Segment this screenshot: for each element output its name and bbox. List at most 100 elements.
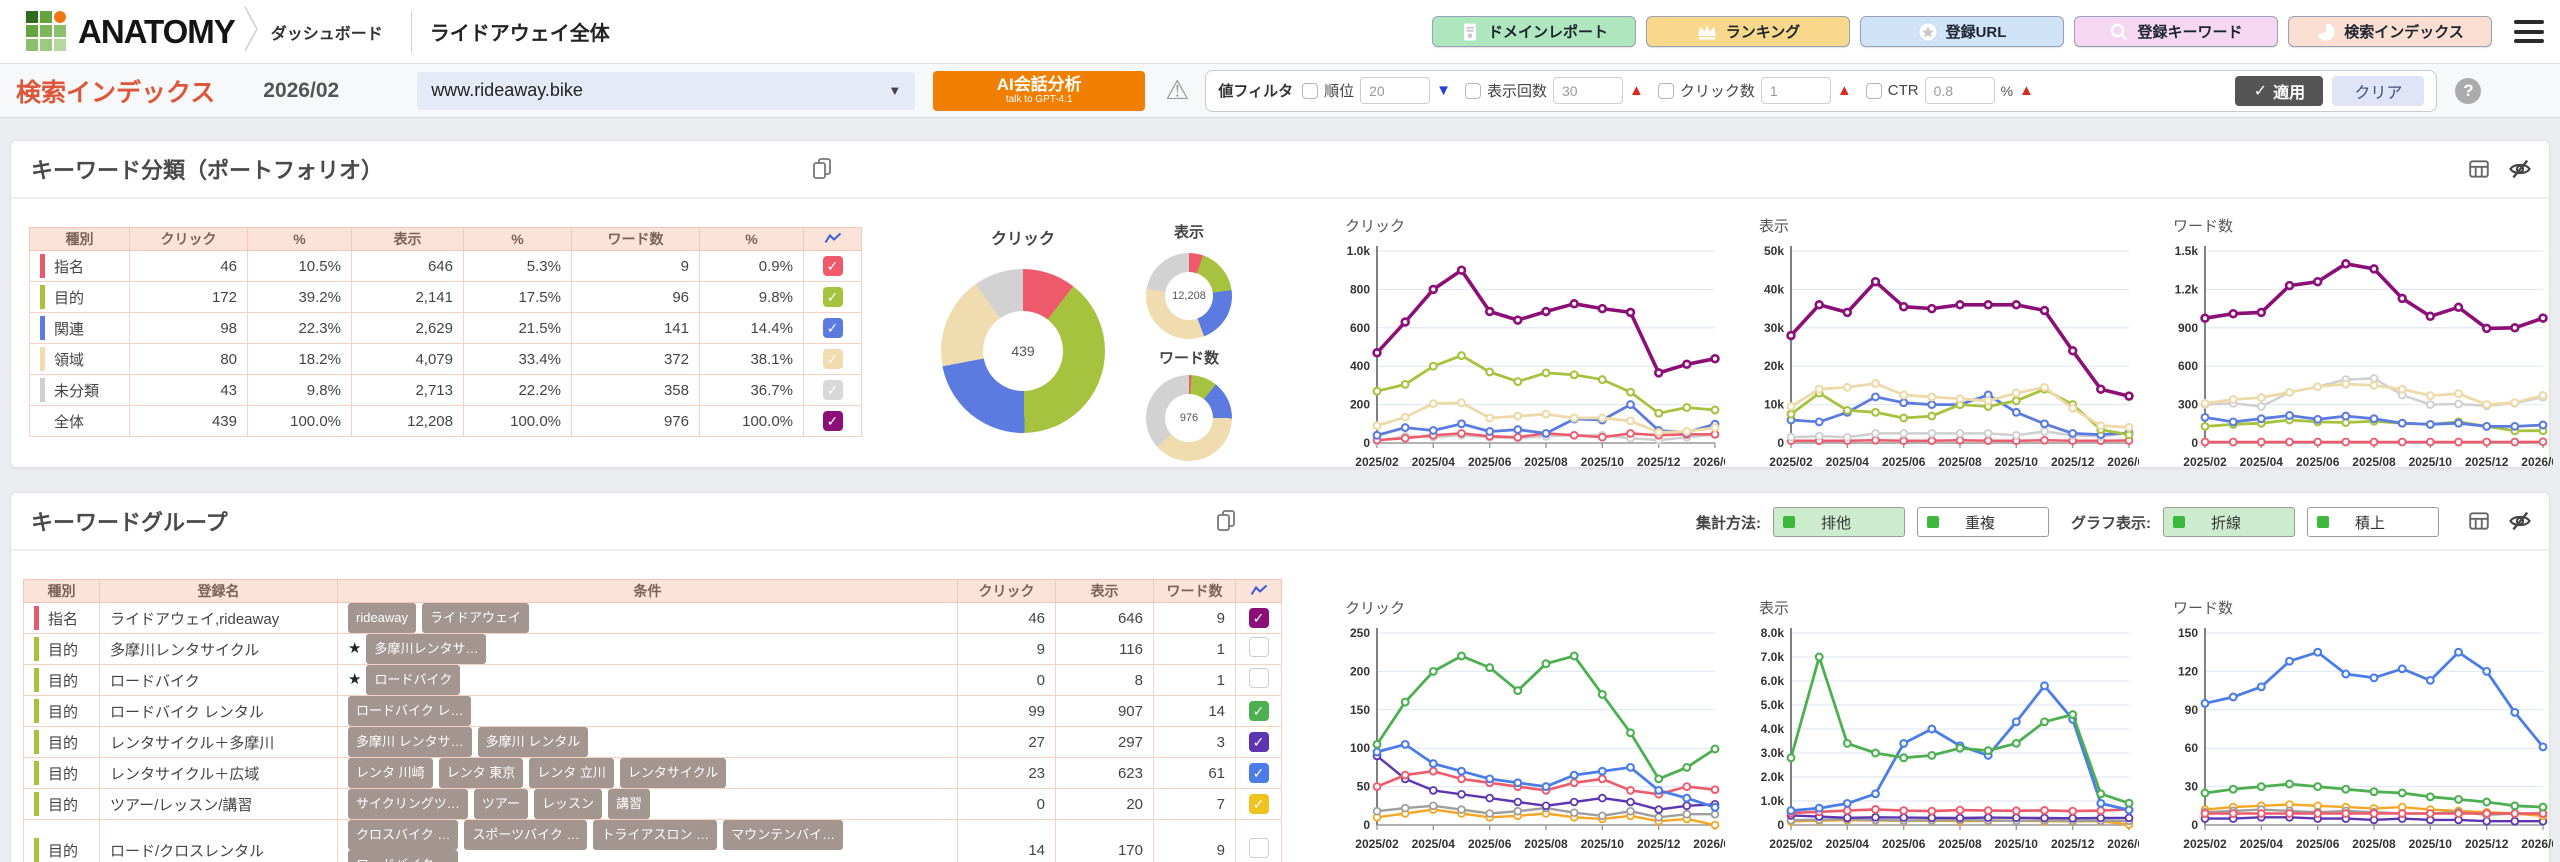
svg-text:2026/02: 2026/02 [1693, 837, 1725, 851]
keyword-group-table: 種別 登録名 条件 クリック 表示 ワード数 指名 ライドアウェイ,rideaway ri… [23, 579, 1282, 862]
apply-button[interactable]: ✓ 適用 [2235, 75, 2324, 106]
clear-button[interactable]: クリア [2332, 75, 2425, 106]
series-checkbox[interactable] [1248, 637, 1269, 657]
eye-off-icon[interactable] [2507, 509, 2533, 538]
svg-text:5.0k: 5.0k [1761, 698, 1785, 712]
graph-option-1[interactable]: 折線 [2163, 507, 2295, 537]
filter-checkbox[interactable] [1657, 82, 1674, 99]
export-table-icon[interactable] [2467, 510, 2491, 537]
series-checkbox[interactable]: ✓ [822, 256, 843, 276]
aggregation-option-2[interactable]: 重複 [1917, 507, 2049, 537]
type-label: 指名 [48, 610, 79, 628]
green-square-icon [2172, 516, 2185, 528]
condition-tag: トライアスロン … [593, 820, 718, 850]
aggregation-option-1[interactable]: 排他 [1773, 507, 1905, 537]
copy-icon[interactable] [1215, 509, 1237, 538]
svg-text:50k: 50k [1764, 244, 1784, 258]
sort-ascending-icon[interactable]: ▲ [1836, 82, 1852, 99]
green-square-icon [1782, 516, 1795, 528]
series-checkbox[interactable]: ✓ [822, 349, 843, 369]
series-checkbox[interactable]: ✓ [1248, 763, 1269, 783]
chart-box-2: 表示 0 10k 20k 30k 40k 50k 2025/02 2025/04 2025/06 2… [1743, 215, 2151, 478]
svg-text:2025/12: 2025/12 [2465, 455, 2509, 469]
portfolio-table: 種別 クリック% 表示% ワード数% 指名 46 10.5% 646 5.3% 9 0.9%… [29, 227, 862, 437]
domain-select[interactable]: www.rideaway.bike ▼ [417, 71, 916, 110]
svg-text:2025/02: 2025/02 [1769, 837, 1813, 851]
nav-button-2[interactable]: ランキング [1646, 16, 1850, 47]
nav-buttons: ドメインレポート ランキング 登録URL 登録キーワード 検索インデックス [1432, 16, 2492, 47]
svg-text:2025/12: 2025/12 [2051, 837, 2095, 851]
unit-label: % [2000, 82, 2014, 99]
type-color-chip [34, 792, 39, 816]
line-chart: 0 1.0k 2.0k 3.0k 4.0k 5.0k 6.0k 7.0k 8.0k 2025/02… [1761, 626, 2151, 851]
export-table-icon[interactable] [2467, 158, 2491, 185]
svg-text:2025/06: 2025/06 [2296, 455, 2340, 469]
table-row: 指名 ライドアウェイ,rideaway rideaway ライドアウェイ 46 6… [23, 602, 1282, 634]
group-name: ロード/クロスレンタル [110, 842, 265, 860]
series-checkbox[interactable]: ✓ [822, 287, 843, 307]
table-row: 目的 ロード/クロスレンタル クロスバイク … スポーツバイク … トライアスロン … [23, 819, 1282, 862]
sort-ascending-icon[interactable]: ▲ [1629, 82, 1644, 99]
series-checkbox[interactable]: ✓ [1248, 794, 1269, 814]
svg-text:150: 150 [1350, 703, 1370, 717]
copy-icon[interactable] [811, 157, 833, 186]
filter-value-input[interactable] [1553, 77, 1623, 104]
section2-header-icons [2467, 509, 2533, 538]
nav-button-1[interactable]: ドメインレポート [1432, 16, 1636, 47]
svg-text:2025/12: 2025/12 [1637, 455, 1681, 469]
eye-off-icon[interactable] [2507, 157, 2533, 186]
filter-checkbox[interactable] [1302, 82, 1319, 99]
nav-button-5[interactable]: 検索インデックス [2288, 16, 2492, 47]
line-chart: 0 50 100 150 200 250 2025/02 2025/04 2025/06 2025… [1350, 626, 1737, 851]
filter-checkbox[interactable] [1464, 82, 1481, 99]
svg-text:2025/02: 2025/02 [1769, 455, 1813, 469]
donut-title: 表示 [1173, 224, 1204, 241]
table-header-row: 種別 クリック% 表示% ワード数% [29, 227, 862, 251]
graph-display-toggle: 折線 積上 [2163, 507, 2439, 537]
svg-text:2025/04: 2025/04 [1412, 837, 1456, 851]
star-icon: ★ [348, 640, 362, 657]
series-checkbox[interactable]: ✓ [822, 380, 843, 400]
help-icon[interactable]: ? [2455, 77, 2482, 104]
svg-text:1.0k: 1.0k [1761, 794, 1785, 808]
svg-text:900: 900 [2178, 321, 2198, 335]
filter-value-input[interactable] [1760, 77, 1831, 104]
condition-tag: レンタ 東京 [438, 758, 524, 788]
graph-display-label: グラフ表示: [2071, 514, 2151, 532]
svg-text:2026/02: 2026/02 [1693, 455, 1725, 469]
ai-analysis-button[interactable]: AI会話分析 talk to GPT-4.1 [933, 70, 1146, 111]
series-checkbox[interactable]: ✓ [822, 318, 843, 338]
filter-value-input[interactable] [1924, 77, 1995, 104]
sort-descending-icon[interactable]: ▼ [1436, 82, 1451, 99]
series-checkbox[interactable]: ✓ [822, 411, 843, 431]
column-header: 表示 [351, 227, 464, 251]
filter-value-input[interactable] [1360, 77, 1431, 104]
breadcrumb-dashboard[interactable]: ダッシュボード [270, 25, 383, 43]
sort-ascending-icon[interactable]: ▲ [2019, 82, 2034, 99]
svg-text:2025/04: 2025/04 [2240, 837, 2284, 851]
group-name: レンタサイクル＋多摩川 [110, 734, 275, 752]
type-color-chip [34, 838, 39, 862]
section1-header: キーワード分類（ポートフォリオ） [11, 141, 2549, 199]
nav-button-4[interactable]: 登録キーワード [2074, 16, 2278, 47]
donut-center-value: 976 [1165, 394, 1213, 442]
svg-text:2026/02: 2026/02 [2521, 455, 2553, 469]
filter-checkbox[interactable] [1865, 82, 1882, 99]
green-square-icon [1926, 516, 1939, 528]
series-checkbox[interactable]: ✓ [1248, 608, 1269, 628]
series-checkbox[interactable] [1248, 668, 1269, 688]
svg-text:2025/10: 2025/10 [1581, 455, 1625, 469]
section1-header-icons [2467, 157, 2533, 186]
table-row: 領域 80 18.2% 4,079 33.4% 372 38.1% ✓ [29, 343, 862, 375]
series-checkbox[interactable]: ✓ [1248, 701, 1269, 721]
series-checkbox[interactable] [1248, 838, 1269, 858]
graph-option-2[interactable]: 積上 [2307, 507, 2439, 537]
svg-text:600: 600 [2178, 359, 2198, 373]
group-name: ツアー/レッスン/講習 [110, 796, 253, 814]
filter-item-2: 表示回数 ▲ [1464, 77, 1644, 104]
series-checkbox[interactable]: ✓ [1248, 732, 1269, 752]
nav-button-3[interactable]: 登録URL [1860, 16, 2064, 47]
menu-icon[interactable] [2514, 20, 2544, 43]
anatomy-logo-icon [26, 10, 68, 53]
svg-text:2025/02: 2025/02 [1355, 455, 1399, 469]
